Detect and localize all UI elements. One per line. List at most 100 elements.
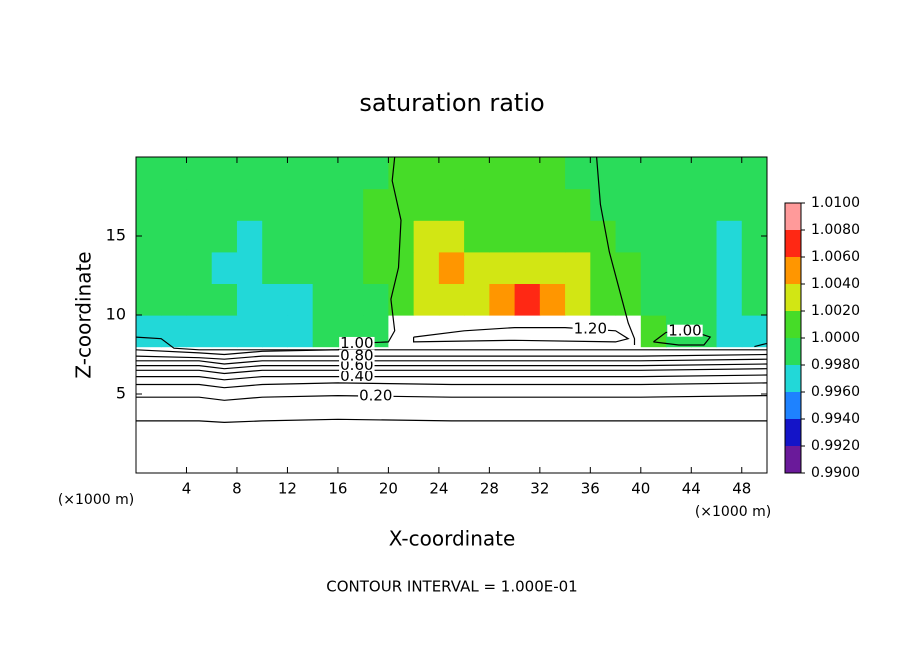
field-cell	[615, 441, 642, 473]
x-tick-label: 48	[732, 480, 751, 498]
field-cell	[262, 378, 289, 411]
field-cell	[161, 283, 188, 316]
field-cell	[337, 283, 364, 316]
field-cell	[287, 409, 314, 442]
field-cell	[388, 157, 415, 190]
x-tick-label: 36	[581, 480, 600, 498]
field-cell	[388, 441, 415, 473]
field-cell	[438, 251, 465, 284]
field-cell	[565, 346, 591, 379]
field-cell	[438, 441, 465, 473]
field-cell	[464, 346, 490, 379]
contour-line	[136, 353, 767, 360]
field-cell	[539, 188, 566, 221]
field-cell	[716, 157, 743, 190]
field-cell	[363, 220, 389, 253]
contour-line	[136, 382, 767, 389]
field-cell	[539, 315, 566, 348]
field-cell	[716, 251, 743, 284]
field-cell	[565, 220, 591, 253]
field-cell	[615, 346, 642, 379]
field-cell	[539, 409, 566, 442]
field-cell	[337, 409, 364, 442]
field-cell	[413, 188, 440, 221]
x-tick-label: 32	[530, 480, 549, 498]
field-cell	[211, 188, 238, 221]
x-tick-label: 44	[682, 480, 701, 498]
field-cell	[438, 157, 465, 190]
field-cell	[287, 441, 314, 473]
field-cell	[666, 251, 692, 284]
field-cell	[514, 251, 541, 284]
field-cell	[211, 441, 238, 473]
field-cell	[363, 251, 389, 284]
field-cell	[161, 251, 188, 284]
field-cell	[489, 346, 516, 379]
field-cell	[388, 220, 415, 253]
field-cell	[211, 378, 238, 411]
field-cell	[741, 346, 767, 379]
field-cell	[186, 283, 213, 316]
colorbar-label: 0.9960	[811, 384, 860, 400]
x-tick-label: 24	[429, 480, 448, 498]
field-cell	[136, 409, 162, 442]
field-cell	[236, 283, 263, 316]
field-cell	[464, 220, 490, 253]
field-cell	[489, 283, 516, 316]
field-cell	[262, 441, 289, 473]
field-cell	[186, 441, 213, 473]
field-cell	[312, 188, 339, 221]
field-cell	[514, 220, 541, 253]
field-cell	[666, 157, 692, 190]
field-cell	[640, 188, 667, 221]
field-cell	[741, 188, 767, 221]
field-cell	[640, 378, 667, 411]
field-cell	[161, 409, 188, 442]
colorbar-band	[785, 338, 801, 365]
field-cell	[539, 220, 566, 253]
field-cell	[236, 378, 263, 411]
field-cell	[565, 188, 591, 221]
field-cell	[716, 188, 743, 221]
field-cell	[413, 157, 440, 190]
field-cell	[413, 409, 440, 442]
colorbar-label: 1.0080	[811, 222, 860, 238]
field-cell	[539, 346, 566, 379]
colorbar-band	[785, 203, 801, 230]
contour-label-bg	[358, 389, 394, 402]
field-cell	[186, 315, 213, 348]
contour-label: 0.20	[359, 387, 392, 405]
colorbar-label: 1.0100	[811, 195, 860, 211]
field-cell	[186, 409, 213, 442]
field-cell	[590, 283, 617, 316]
field-cell	[438, 283, 465, 316]
field-cell	[666, 220, 692, 253]
field-cell	[312, 220, 339, 253]
colorbar-label: 1.0020	[811, 303, 860, 319]
field-cell	[312, 315, 339, 348]
field-cell	[615, 188, 642, 221]
field-cell	[337, 251, 364, 284]
field-cell	[716, 409, 743, 442]
colorbar-band	[785, 392, 801, 419]
field-cell	[539, 441, 566, 473]
field-cell	[464, 283, 490, 316]
field-cell	[514, 283, 541, 316]
field-cell	[388, 251, 415, 284]
field-cell	[136, 346, 162, 379]
field-cell	[287, 157, 314, 190]
y-tick-label: 15	[106, 226, 126, 245]
field-cell	[741, 157, 767, 190]
field-cell	[666, 346, 692, 379]
field-cell	[514, 378, 541, 411]
colorbar-band	[785, 365, 801, 392]
field-cell	[211, 220, 238, 253]
x-tick-label: 8	[232, 480, 242, 498]
field-cell	[136, 283, 162, 316]
field-cell	[161, 220, 188, 253]
field-cell	[590, 441, 617, 473]
field-cell	[666, 283, 692, 316]
field-cell	[287, 251, 314, 284]
field-cell	[489, 157, 516, 190]
field-cell	[565, 409, 591, 442]
